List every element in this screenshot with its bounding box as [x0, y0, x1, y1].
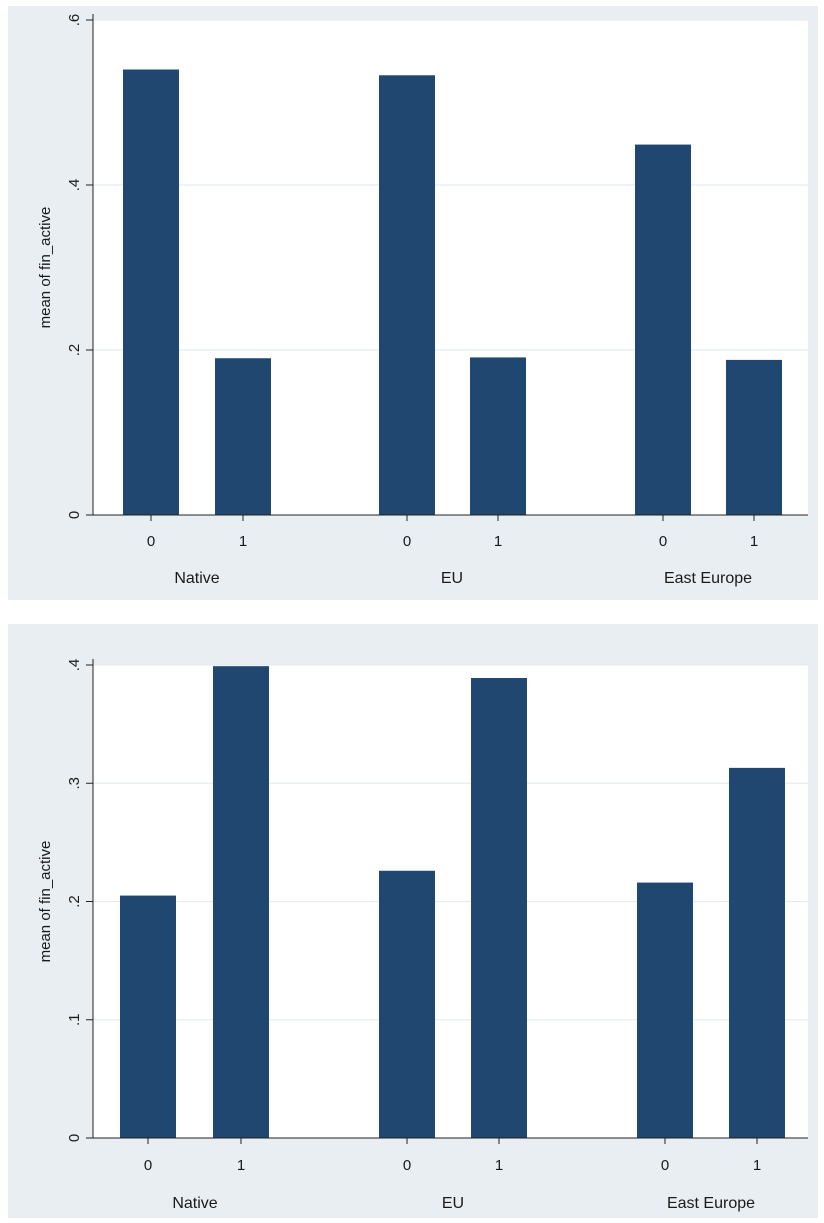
bar: [471, 678, 527, 1138]
group-label: EU: [442, 1195, 464, 1212]
bar: [635, 144, 691, 515]
y-tick-label: 0: [66, 511, 83, 519]
x-tick-label: 1: [239, 533, 247, 550]
y-tick-label: .4: [66, 179, 83, 192]
y-tick-label: .6: [66, 14, 83, 27]
x-tick-label: 0: [403, 1157, 411, 1174]
plot-area: [93, 20, 808, 515]
top-bar-chart: 0 .2 .4 .6 mean of fin_active 0 1 Native 0 1 EU 0 1 E…: [8, 6, 818, 600]
x-tick-label: 1: [237, 1157, 245, 1174]
x-tick-label: 1: [753, 1157, 761, 1174]
bar: [637, 882, 693, 1138]
group-label: Native: [172, 1195, 217, 1212]
x-tick-label: 0: [659, 533, 667, 550]
x-tick-label: 0: [144, 1157, 152, 1174]
bar: [726, 359, 782, 515]
y-axis-title: mean of fin_active: [37, 841, 54, 963]
bar: [213, 666, 269, 1138]
y-axis-title: mean of fin_active: [37, 207, 54, 329]
bottom-bar-chart: 0 .1 .2 .3 .4 mean of fin_active 0 1 Native 0 1 EU 0…: [8, 624, 818, 1218]
x-tick-label: 1: [495, 1157, 503, 1174]
bar: [215, 358, 271, 515]
x-tick-label: 0: [147, 533, 155, 550]
y-tick-label: .4: [66, 659, 83, 672]
group-label: East Europe: [667, 1195, 755, 1212]
x-tick-label: 0: [403, 533, 411, 550]
y-tick-label: .2: [66, 344, 83, 357]
bar: [470, 357, 526, 515]
group-label: Native: [174, 570, 219, 587]
bar: [379, 870, 435, 1138]
y-tick-label: .2: [66, 895, 83, 908]
y-tick-label: .3: [66, 777, 83, 790]
y-tick-label: .1: [66, 1013, 83, 1026]
bar: [729, 767, 785, 1138]
y-tick-label: 0: [66, 1134, 83, 1142]
group-label: East Europe: [664, 570, 752, 587]
bar: [123, 69, 179, 515]
group-label: EU: [441, 570, 463, 587]
x-tick-label: 0: [661, 1157, 669, 1174]
x-tick-label: 1: [494, 533, 502, 550]
x-tick-label: 1: [750, 533, 758, 550]
bar: [379, 75, 435, 516]
bar: [120, 895, 176, 1138]
